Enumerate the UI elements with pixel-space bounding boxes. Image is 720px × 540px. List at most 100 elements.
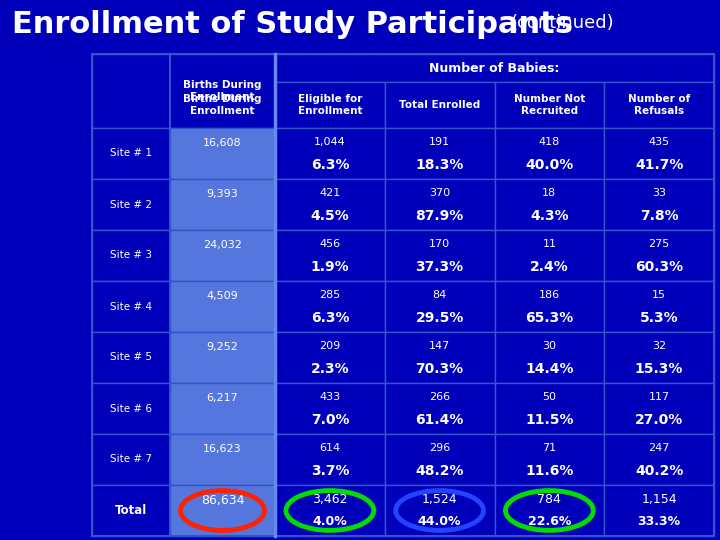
- Text: 9,252: 9,252: [207, 342, 238, 352]
- Bar: [170, 485, 275, 536]
- Bar: [170, 383, 275, 434]
- Text: 117: 117: [649, 392, 670, 402]
- Text: 70.3%: 70.3%: [415, 362, 464, 376]
- Text: Total: Total: [115, 504, 147, 517]
- Bar: [604, 383, 714, 434]
- Bar: [275, 54, 714, 82]
- Text: Site # 3: Site # 3: [110, 251, 152, 260]
- Text: Site # 6: Site # 6: [110, 403, 152, 414]
- Text: 147: 147: [429, 341, 450, 352]
- Text: 11.6%: 11.6%: [525, 464, 574, 478]
- Text: 71: 71: [542, 443, 557, 453]
- Bar: [275, 434, 384, 485]
- Text: 4.3%: 4.3%: [530, 209, 569, 222]
- Text: 9,393: 9,393: [207, 190, 238, 199]
- Bar: [275, 82, 384, 128]
- Text: 247: 247: [649, 443, 670, 453]
- Text: (continued): (continued): [510, 14, 613, 32]
- Bar: [92, 281, 170, 332]
- Text: 191: 191: [429, 137, 450, 147]
- Bar: [170, 281, 275, 332]
- Bar: [275, 179, 384, 230]
- Text: 456: 456: [319, 239, 341, 249]
- Bar: [275, 485, 384, 536]
- Text: 4.0%: 4.0%: [312, 515, 347, 528]
- Bar: [170, 128, 275, 179]
- Bar: [92, 179, 170, 230]
- Bar: [495, 485, 604, 536]
- Text: 11: 11: [542, 239, 557, 249]
- Text: 285: 285: [319, 291, 341, 300]
- Bar: [604, 128, 714, 179]
- Bar: [275, 281, 384, 332]
- Text: 15.3%: 15.3%: [635, 362, 683, 376]
- Text: 275: 275: [649, 239, 670, 249]
- Text: 3.7%: 3.7%: [310, 464, 349, 478]
- Text: 209: 209: [319, 341, 341, 352]
- Text: 32: 32: [652, 341, 666, 352]
- Text: 40.2%: 40.2%: [635, 464, 683, 478]
- Text: 86,634: 86,634: [201, 494, 244, 507]
- Text: 14.4%: 14.4%: [525, 362, 574, 376]
- Text: 1.9%: 1.9%: [310, 260, 349, 274]
- Bar: [170, 332, 275, 383]
- Text: 87.9%: 87.9%: [415, 209, 464, 222]
- Bar: [92, 230, 170, 281]
- Bar: [604, 434, 714, 485]
- Text: 18: 18: [542, 188, 557, 198]
- Bar: [92, 128, 170, 179]
- Text: Site # 5: Site # 5: [110, 353, 152, 362]
- Bar: [275, 128, 384, 179]
- Text: 48.2%: 48.2%: [415, 464, 464, 478]
- Text: 27.0%: 27.0%: [635, 413, 683, 427]
- Text: 170: 170: [429, 239, 450, 249]
- Text: Site # 1: Site # 1: [110, 148, 152, 159]
- Text: Total Enrolled: Total Enrolled: [399, 100, 480, 110]
- Text: 6.3%: 6.3%: [310, 158, 349, 172]
- Text: 16,608: 16,608: [203, 138, 242, 149]
- Text: 2.4%: 2.4%: [530, 260, 569, 274]
- Bar: [495, 332, 604, 383]
- Text: 30: 30: [542, 341, 557, 352]
- Text: Eligible for
Enrollment: Eligible for Enrollment: [297, 94, 362, 116]
- Bar: [92, 332, 170, 383]
- Bar: [495, 82, 604, 128]
- Bar: [384, 332, 495, 383]
- Text: 1,044: 1,044: [314, 137, 346, 147]
- Bar: [495, 179, 604, 230]
- Text: 421: 421: [319, 188, 341, 198]
- Bar: [384, 434, 495, 485]
- Text: Site # 7: Site # 7: [110, 455, 152, 464]
- Text: 50: 50: [542, 392, 557, 402]
- Text: 7.0%: 7.0%: [310, 413, 349, 427]
- Text: 1,154: 1,154: [642, 493, 677, 506]
- Bar: [92, 54, 714, 536]
- Bar: [384, 128, 495, 179]
- Bar: [0, 0, 720, 52]
- Bar: [495, 281, 604, 332]
- Text: 65.3%: 65.3%: [526, 310, 574, 325]
- Bar: [604, 281, 714, 332]
- Text: 22.6%: 22.6%: [528, 515, 571, 528]
- Bar: [92, 383, 170, 434]
- Text: 435: 435: [649, 137, 670, 147]
- Text: 433: 433: [319, 392, 341, 402]
- Bar: [384, 383, 495, 434]
- Bar: [495, 383, 604, 434]
- Text: 418: 418: [539, 137, 560, 147]
- Text: 37.3%: 37.3%: [415, 260, 464, 274]
- Text: 266: 266: [429, 392, 450, 402]
- Bar: [92, 54, 275, 128]
- Bar: [384, 485, 495, 536]
- Text: 44.0%: 44.0%: [418, 515, 462, 528]
- Text: Site # 4: Site # 4: [110, 301, 152, 312]
- Text: 33.3%: 33.3%: [638, 515, 680, 528]
- Text: 296: 296: [429, 443, 450, 453]
- Bar: [92, 485, 170, 536]
- Text: 5.3%: 5.3%: [640, 310, 678, 325]
- Text: 6.3%: 6.3%: [310, 310, 349, 325]
- Bar: [170, 230, 275, 281]
- Bar: [495, 434, 604, 485]
- Bar: [384, 82, 495, 128]
- Text: 29.5%: 29.5%: [415, 310, 464, 325]
